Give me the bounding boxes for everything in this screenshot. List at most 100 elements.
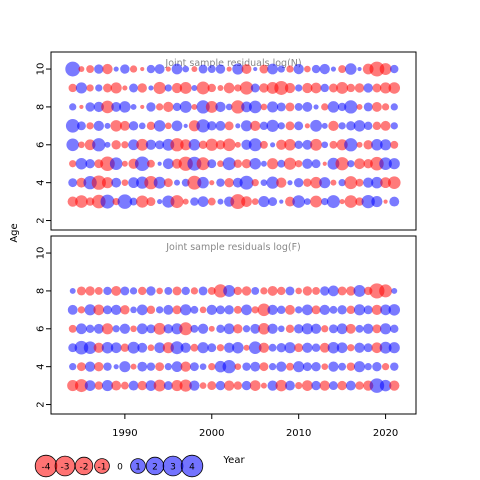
residual-bubble (207, 286, 216, 295)
residual-bubble (241, 64, 252, 74)
residual-bubble (361, 194, 375, 209)
residual-bubble (369, 61, 385, 77)
residual-bubble (242, 325, 251, 333)
residual-bubble (302, 158, 313, 169)
residual-bubble (215, 140, 226, 150)
residual-bubble (268, 197, 278, 207)
residual-bubble (84, 304, 96, 316)
residual-bubble (86, 84, 94, 92)
residual-bubble (145, 380, 157, 391)
residual-bubble (207, 159, 217, 169)
residual-bubble (93, 120, 104, 131)
legend-bubble (180, 454, 204, 478)
residual-bubble (147, 159, 155, 168)
residual-bubble (311, 159, 321, 169)
residual-bubble (390, 324, 399, 333)
residual-bubble (155, 103, 164, 111)
residual-bubble (310, 82, 322, 94)
residual-bubble (251, 286, 260, 295)
legend-label: 2 (152, 463, 158, 473)
residual-bubble (338, 362, 347, 371)
residual-bubble (191, 66, 198, 73)
residual-bubble (295, 287, 303, 295)
residual-bubble (253, 66, 258, 72)
residual-bubble (363, 343, 373, 353)
residual-bubble (181, 178, 190, 187)
residual-bubble (231, 100, 245, 114)
residual-bubble (258, 323, 270, 335)
residual-bubble (353, 120, 366, 132)
residual-bubble (371, 176, 383, 189)
residual-bubble (356, 141, 363, 148)
residual-bubble (215, 120, 226, 131)
residual-bubble (319, 380, 330, 391)
residual-bubble (189, 362, 199, 372)
residual-bubble (170, 341, 184, 355)
residual-bubble (286, 65, 294, 73)
residual-bubble (347, 344, 355, 352)
residual-bubble (327, 341, 340, 354)
residual-bubble (148, 85, 154, 91)
residual-bubble (163, 101, 174, 113)
residual-bubble (113, 364, 119, 370)
residual-bubble (336, 82, 349, 94)
residual-bubble (266, 119, 279, 132)
residual-bubble (321, 325, 329, 333)
residual-bubble (224, 305, 234, 315)
residual-bubble (68, 178, 78, 188)
residual-bubble (260, 287, 268, 295)
residual-bubble (313, 104, 319, 110)
residual-bubble (233, 286, 243, 296)
residual-bubble (302, 304, 313, 316)
residual-bubble (68, 324, 77, 333)
residual-bubble (207, 197, 216, 206)
residual-bubble (371, 342, 383, 354)
residual-bubble (372, 83, 382, 93)
residual-bubble (136, 138, 149, 151)
residual-bubble (190, 324, 199, 333)
residual-bubble (389, 196, 400, 207)
residual-bubble (363, 140, 373, 150)
residual-bubble (327, 101, 340, 113)
y-tick-label: 2 (36, 217, 47, 223)
residual-bubble (69, 103, 77, 111)
residual-bubble (215, 101, 226, 113)
residual-bubble (345, 380, 356, 391)
residual-bubble (294, 102, 303, 111)
residual-bubble (294, 343, 304, 353)
residual-bubble (302, 101, 313, 112)
residual-bubble (213, 284, 228, 298)
residual-bubble (69, 363, 77, 371)
residual-bubble (390, 64, 399, 74)
residual-bubble (215, 64, 226, 74)
residual-bubble (85, 197, 95, 206)
residual-bubble (137, 361, 148, 372)
residual-bubble (216, 324, 225, 333)
residual-bubble (328, 324, 338, 334)
residual-bubble (326, 195, 340, 209)
residual-bubble (146, 362, 156, 371)
residual-bubble (164, 84, 172, 92)
residual-bubble (336, 323, 348, 335)
residual-bubble (304, 123, 310, 129)
residual-bubble (285, 324, 295, 333)
residual-bubble (191, 103, 198, 110)
residual-bubble (222, 360, 236, 374)
residual-bubble (322, 161, 327, 166)
legend-bubble (130, 458, 146, 474)
residual-bubble (79, 104, 84, 110)
residual-bubble (85, 286, 95, 296)
residual-bubble (310, 323, 322, 334)
residual-bubble (215, 380, 226, 391)
residual-bubble (68, 83, 77, 93)
residual-bubble (163, 304, 174, 315)
residual-bubble (119, 120, 130, 131)
residual-bubble (67, 196, 78, 207)
residual-bubble (188, 139, 201, 151)
residual-bubble (339, 199, 345, 205)
residual-bubble (181, 286, 190, 296)
residual-bubble (146, 286, 156, 296)
residual-bubble (199, 363, 207, 370)
residual-bubble (137, 83, 147, 93)
